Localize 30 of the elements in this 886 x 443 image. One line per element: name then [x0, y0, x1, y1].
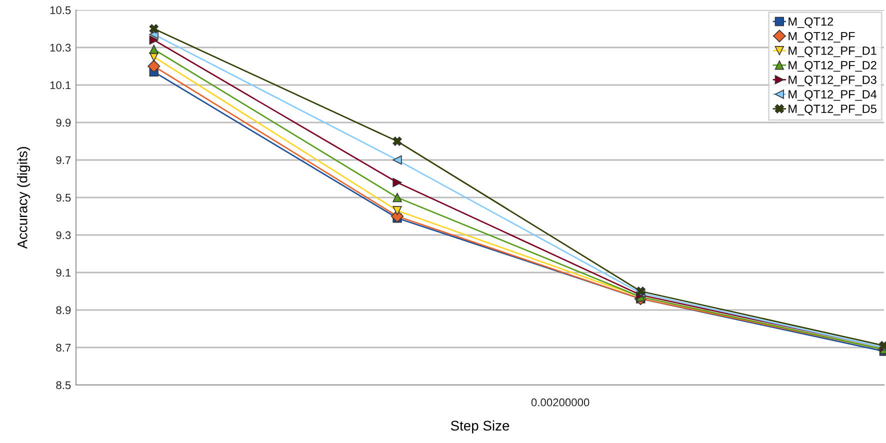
point	[149, 44, 158, 54]
y-tick-label: 8.9	[56, 306, 71, 314]
y-tick-label: 10.3	[50, 44, 71, 52]
point	[148, 60, 160, 73]
y-tick-label: 8.5	[56, 381, 71, 390]
point	[149, 35, 158, 45]
legend-label: M_QT12_PF_D2	[788, 61, 876, 72]
legend-label: M_QT12_PF_D3	[788, 76, 876, 86]
y-tick-label: 10.1	[50, 81, 71, 90]
y-tick-label: 9.7	[56, 156, 71, 164]
y-tick-label: 9.1	[56, 268, 71, 277]
y-tick-label: 9.3	[56, 231, 71, 240]
point	[392, 206, 402, 216]
legend-label: M_QT12	[788, 17, 834, 28]
y-tick-label: 9.9	[56, 118, 71, 127]
y-tick-label: 10.5	[50, 6, 71, 14]
legend-label: M_QT12_PF_D4	[788, 90, 877, 101]
point	[392, 136, 402, 146]
point	[392, 192, 402, 202]
point	[392, 178, 402, 188]
x-axis-title: Step Size	[450, 420, 510, 434]
legend-label: M_QT12_PF	[788, 32, 855, 43]
y-tick-label: 8.7	[56, 344, 71, 352]
legend-label: M_QT12_PF_D5	[788, 104, 876, 116]
point	[149, 24, 158, 34]
text: 0.00200000	[531, 398, 590, 406]
y-axis-title: Accuracy (digits)	[17, 147, 30, 249]
point	[392, 155, 402, 165]
y-tick-label: 9.5	[56, 194, 71, 202]
legend-label: M_QT12_PF_D1	[788, 46, 876, 58]
